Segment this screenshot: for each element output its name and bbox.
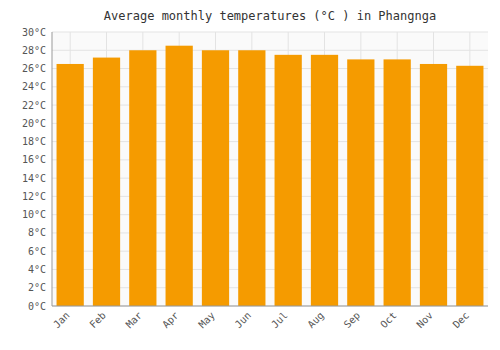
y-tick-label: 28°C — [22, 45, 46, 56]
bar — [275, 55, 302, 306]
y-tick-label: 18°C — [22, 136, 46, 147]
bar — [57, 64, 84, 306]
chart-svg: 0°C 2°C 4°C 6°C 8°C 10°C 12°C 14°C 16°C 18°C 20°C 2… — [0, 0, 500, 350]
y-grid-line — [52, 32, 488, 33]
x-axis-line — [52, 306, 488, 307]
y-tick-label: 30°C — [22, 27, 46, 38]
bars — [57, 46, 484, 306]
y-tick-label: 0°C — [28, 301, 46, 312]
x-tick-label: Sep — [342, 310, 363, 331]
x-tick-label: May — [196, 310, 217, 331]
y-tick-label: 10°C — [22, 209, 46, 220]
chart-title: Average monthly temperatures (°C ) in Ph… — [104, 9, 436, 23]
bar — [347, 59, 374, 306]
y-tick-label: 16°C — [22, 154, 46, 165]
y-tick-label: 2°C — [28, 282, 46, 293]
x-tick-label: Dec — [451, 310, 472, 331]
bar — [311, 55, 338, 306]
x-tick-label: Jun — [233, 310, 254, 331]
x-tick-label: Mar — [124, 310, 145, 331]
y-axis-line — [52, 32, 53, 306]
bar — [202, 50, 229, 306]
y-grid-line — [52, 50, 488, 51]
chart-container: 0°C 2°C 4°C 6°C 8°C 10°C 12°C 14°C 16°C 18°C 20°C 2… — [0, 0, 500, 350]
y-tick-label: 14°C — [22, 173, 46, 184]
bar — [238, 50, 265, 306]
y-tick-label: 22°C — [22, 100, 46, 111]
x-tick-label: Feb — [87, 310, 108, 331]
bar — [456, 66, 483, 306]
bar — [93, 58, 120, 306]
y-tick-label: 6°C — [28, 246, 46, 257]
x-tick-label: Apr — [160, 310, 181, 331]
plot-area — [52, 32, 488, 306]
y-grid-line — [52, 306, 488, 307]
bar — [166, 46, 193, 306]
x-tick-label: Nov — [414, 310, 435, 331]
x-tick-label: Oct — [378, 310, 399, 331]
x-tick-label: Jan — [51, 310, 72, 331]
y-tick-label: 12°C — [22, 191, 46, 202]
x-tick-label: Jul — [269, 310, 290, 331]
y-tick-label: 8°C — [28, 227, 46, 238]
bar — [420, 64, 447, 306]
x-tick-label: Aug — [305, 310, 326, 331]
grid — [52, 32, 488, 306]
bar — [384, 59, 411, 306]
bar — [129, 50, 156, 306]
y-tick-label: 26°C — [22, 63, 46, 74]
y-tick-label: 4°C — [28, 264, 46, 275]
y-tick-label: 24°C — [22, 81, 46, 92]
y-tick-label: 20°C — [22, 118, 46, 129]
